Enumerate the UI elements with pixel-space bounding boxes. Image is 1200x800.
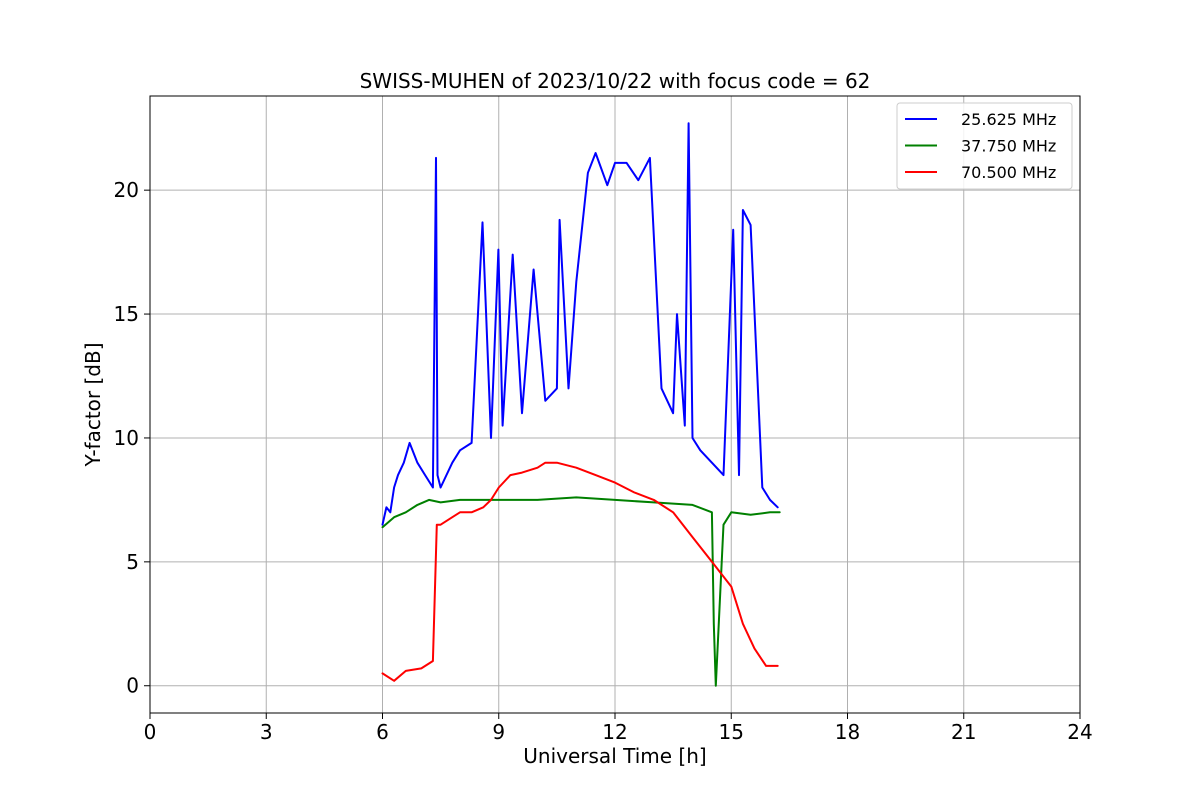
x-tick-label: 12 xyxy=(602,720,627,744)
chart-title: SWISS-MUHEN of 2023/10/22 with focus cod… xyxy=(360,69,871,93)
series-line-3 xyxy=(381,461,779,682)
x-tick-label: 9 xyxy=(492,720,505,744)
x-axis-label: Universal Time [h] xyxy=(523,744,706,768)
y-tick-label: 10 xyxy=(114,426,139,450)
legend-label-3: 70.500 MHz xyxy=(961,163,1056,182)
y-tick-label: 20 xyxy=(114,178,139,202)
axis-ticks: 0 3 6 9 12 15 18 21 24 0 5 10 15 20 xyxy=(114,178,1093,744)
legend-label-2: 37.750 MHz xyxy=(961,137,1056,156)
x-tick-label: 3 xyxy=(260,720,273,744)
x-tick-label: 24 xyxy=(1067,720,1092,744)
x-tick-label: 0 xyxy=(144,720,157,744)
y-tick-label: 15 xyxy=(114,302,139,326)
y-axis-label: Y-factor [dB] xyxy=(81,342,105,467)
legend: 25.625 MHz 37.750 MHz 70.500 MHz xyxy=(896,102,1073,190)
series-lines xyxy=(381,122,781,687)
legend-box xyxy=(896,102,1073,190)
y-tick-label: 0 xyxy=(126,674,139,698)
x-tick-label: 21 xyxy=(951,720,976,744)
legend-label-1: 25.625 MHz xyxy=(961,110,1056,129)
y-tick-label: 5 xyxy=(126,550,139,574)
x-tick-label: 15 xyxy=(719,720,744,744)
series-line-1 xyxy=(381,122,779,526)
series-line-2 xyxy=(381,496,781,687)
x-tick-label: 18 xyxy=(835,720,860,744)
x-tick-label: 6 xyxy=(376,720,389,744)
